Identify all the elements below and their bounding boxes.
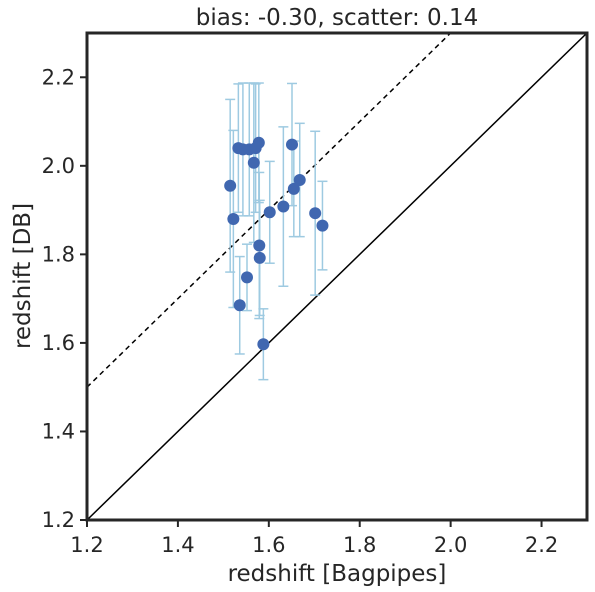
y-tick-label: 1.6 bbox=[42, 331, 75, 355]
x-tick-label: 1.2 bbox=[70, 533, 103, 557]
plot-area bbox=[85, 31, 589, 522]
data-point bbox=[253, 239, 266, 252]
x-tick-label: 2.0 bbox=[434, 533, 467, 557]
y-tick-label: 1.4 bbox=[42, 419, 75, 443]
x-tick-label: 1.4 bbox=[161, 533, 194, 557]
x-axis-ticks: 1.2 1.4 1.6 1.8 2.0 2.2 bbox=[70, 520, 558, 557]
y-axis-label: redshift [DB] bbox=[10, 203, 36, 349]
y-tick-label: 1.2 bbox=[42, 508, 75, 532]
y-tick-label: 1.8 bbox=[42, 242, 75, 266]
x-tick-label: 2.2 bbox=[525, 533, 558, 557]
data-point bbox=[224, 179, 237, 192]
data-point bbox=[227, 212, 240, 225]
data-points bbox=[224, 136, 329, 351]
data-point bbox=[252, 136, 265, 149]
x-tick-label: 1.6 bbox=[252, 533, 285, 557]
data-point bbox=[257, 338, 270, 351]
identity-line bbox=[87, 33, 587, 520]
x-axis-label: redshift [Bagpipes] bbox=[228, 561, 447, 587]
data-point bbox=[233, 299, 246, 312]
x-tick-label: 1.8 bbox=[343, 533, 376, 557]
y-axis-ticks: 1.2 1.4 1.6 1.8 2.0 2.2 bbox=[42, 65, 87, 532]
y-tick-label: 2.2 bbox=[42, 65, 75, 89]
chart-title: bias: -0.30, scatter: 0.14 bbox=[196, 5, 479, 31]
data-point bbox=[287, 182, 300, 195]
offset-line bbox=[87, 33, 452, 388]
plot-frame bbox=[85, 31, 589, 522]
data-point bbox=[286, 138, 298, 151]
data-point bbox=[316, 219, 329, 232]
data-point bbox=[253, 251, 266, 264]
data-point bbox=[293, 173, 306, 186]
y-tick-label: 2.0 bbox=[42, 154, 75, 178]
data-point bbox=[241, 271, 253, 284]
data-point bbox=[309, 207, 322, 220]
data-point bbox=[247, 156, 260, 169]
data-point bbox=[263, 206, 276, 219]
data-point bbox=[277, 200, 290, 213]
